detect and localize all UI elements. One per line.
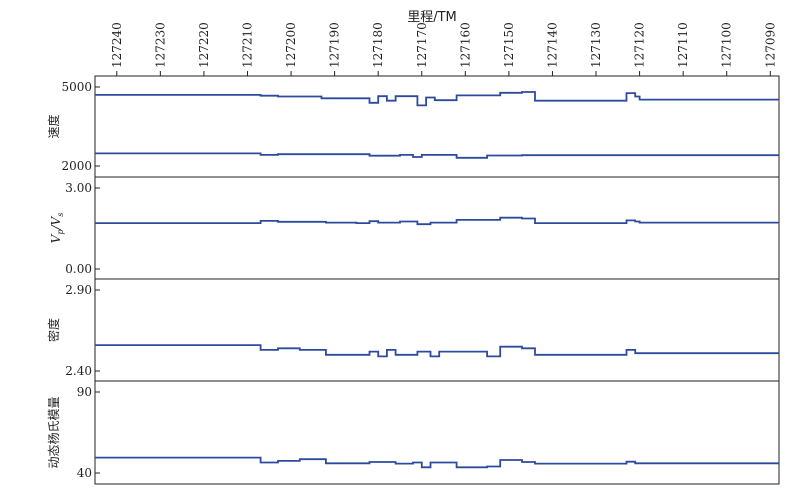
x-tick-label: 127090 <box>763 22 777 68</box>
y-tick-label: 0.00 <box>65 262 92 276</box>
x-tick-label: 127230 <box>153 22 167 68</box>
x-tick-label: 127140 <box>545 22 559 68</box>
panel-1: 5000 2000 速度 <box>46 75 780 178</box>
x-tick-label: 127120 <box>633 22 647 68</box>
panel-frame <box>94 278 780 382</box>
x-axis-title: 里程/TM <box>407 10 457 25</box>
chart-panels: 5000 2000 速度 3.00 0.00 Vp/Vs 2.90 2.40 密度 90 40 动态杨… <box>46 75 780 485</box>
y-tick-label: 90 <box>77 385 92 399</box>
y-tick-label: 40 <box>77 466 92 480</box>
y-tick-label: 2.40 <box>65 364 92 378</box>
y-axis-label: Vp/Vs <box>49 213 65 244</box>
panel-frame <box>94 176 780 280</box>
x-tick-label: 127180 <box>371 22 385 68</box>
y-axis-label: 密度 <box>46 318 61 342</box>
x-tick-label: 127210 <box>240 22 254 68</box>
panel-4: 90 40 动态杨氏模量 <box>46 380 780 485</box>
y-axis-label: 动态杨氏模量 <box>46 396 61 468</box>
y-tick-label: 2.90 <box>65 283 92 297</box>
x-tick-label: 127100 <box>720 22 734 68</box>
x-tick-label: 127150 <box>502 22 516 68</box>
x-tick-label: 127200 <box>284 22 298 68</box>
series-line-2 <box>95 152 779 159</box>
y-axis-label: 速度 <box>46 114 61 138</box>
series-line-1 <box>95 344 779 358</box>
x-tick-label: 127160 <box>458 22 472 68</box>
panel-frame <box>94 380 780 485</box>
x-tick-label: 127110 <box>676 22 690 68</box>
y-tick-label: 5000 <box>61 80 92 94</box>
x-tick-label: 127130 <box>589 22 603 68</box>
series-line-1 <box>95 91 779 107</box>
x-tick-label: 127220 <box>197 22 211 68</box>
y-tick-label: 2000 <box>61 159 92 173</box>
y-tick-label: 3.00 <box>65 181 92 195</box>
x-tick-label: 127190 <box>328 22 342 68</box>
x-tick-label: 127240 <box>110 22 124 68</box>
x-tick-label: 127170 <box>415 22 429 68</box>
panel-3: 2.90 2.40 密度 <box>46 278 780 382</box>
series-line-1 <box>95 456 779 469</box>
series-line-1 <box>95 216 779 226</box>
panel-2: 3.00 0.00 Vp/Vs <box>49 176 780 280</box>
panel-frame <box>94 75 780 178</box>
x-axis: 127240 127230 127220 127210 127200 127190 1271… <box>110 22 777 76</box>
